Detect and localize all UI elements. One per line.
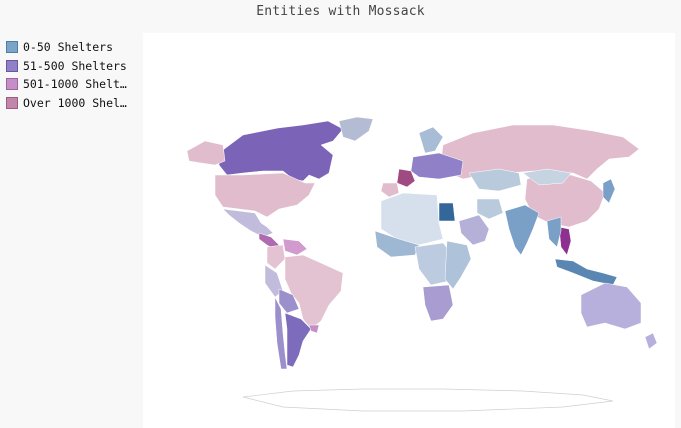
- region-indonesia[interactable]: Indonesia: [554, 258, 618, 286]
- region-australia[interactable]: Australia: [580, 282, 642, 330]
- legend: 0-50 Shelters 51-500 Shelters 501-1000 She…: [6, 38, 138, 112]
- legend-swatch: [6, 59, 18, 72]
- legend-swatch: [6, 96, 18, 109]
- region-canada[interactable]: Canada: [218, 120, 344, 182]
- region-russia[interactable]: Russia: [440, 124, 640, 180]
- region-west-africa[interactable]: West Africa: [374, 230, 420, 258]
- region-central-europe[interactable]: Central Europe: [410, 152, 464, 180]
- legend-label: 51-500 Shelters: [23, 58, 127, 73]
- region-uruguay[interactable]: Uruguay: [308, 324, 320, 334]
- region-japan[interactable]: Japan: [602, 178, 616, 204]
- region-saudi-arabia[interactable]: Saudi Arabia: [458, 214, 490, 246]
- region-new-zealand[interactable]: New Zealand: [644, 332, 658, 350]
- region-brazil[interactable]: Brazil: [284, 254, 344, 330]
- region-egypt[interactable]: Egypt: [438, 202, 456, 222]
- region-alaska[interactable]: Alaska: [186, 140, 226, 166]
- region-north-africa[interactable]: North Africa: [380, 192, 444, 246]
- region-india[interactable]: India: [504, 204, 540, 256]
- chart-title: Entities with Mossack: [256, 4, 425, 19]
- legend-item[interactable]: 501-1000 Shelt…: [6, 75, 138, 94]
- region-mexico[interactable]: Mexico: [222, 208, 274, 238]
- region-chile[interactable]: Chile: [274, 296, 288, 370]
- region-scandinavia[interactable]: Scandinavia: [418, 126, 444, 154]
- region-greenland[interactable]: Greenland: [338, 116, 374, 142]
- region-antarctica[interactable]: Antarctica: [242, 388, 614, 412]
- legend-swatch: [6, 78, 18, 91]
- region-kazakhstan[interactable]: Kazakhstan: [468, 168, 522, 192]
- legend-item[interactable]: Over 1000 Shel…: [6, 94, 138, 113]
- region-bolivia[interactable]: Bolivia: [278, 288, 300, 314]
- region-mongolia[interactable]: Mongolia: [522, 168, 572, 186]
- legend-item[interactable]: 0-50 Shelters: [6, 38, 138, 57]
- world-map: CanadaGreenland Alaska United StatesMexico…: [186, 116, 658, 412]
- region-iran[interactable]: Iran: [476, 198, 504, 220]
- legend-item[interactable]: 51-500 Shelters: [6, 57, 138, 76]
- region-argentina[interactable]: Argentina: [284, 312, 312, 368]
- legend-swatch: [6, 41, 18, 54]
- region-east-africa[interactable]: East Africa: [444, 240, 472, 290]
- legend-label: Over 1000 Shel…: [23, 95, 127, 110]
- map-panel: CanadaGreenland Alaska United StatesMexico…: [143, 33, 675, 428]
- region-colombia[interactable]: Colombia: [266, 244, 286, 270]
- region-spain[interactable]: Spain: [380, 182, 400, 198]
- region-southeast-asia[interactable]: Southeast Asia: [546, 216, 562, 248]
- region-france[interactable]: France: [396, 168, 416, 188]
- legend-label: 501-1000 Shelt…: [23, 77, 127, 92]
- region-united-states[interactable]: United States: [214, 172, 316, 218]
- region-south-africa[interactable]: South Africa: [422, 284, 454, 322]
- legend-label: 0-50 Shelters: [23, 40, 114, 55]
- region-venezuela[interactable]: Venezuela: [282, 238, 308, 256]
- region-thailand[interactable]: Thailand: [558, 226, 572, 256]
